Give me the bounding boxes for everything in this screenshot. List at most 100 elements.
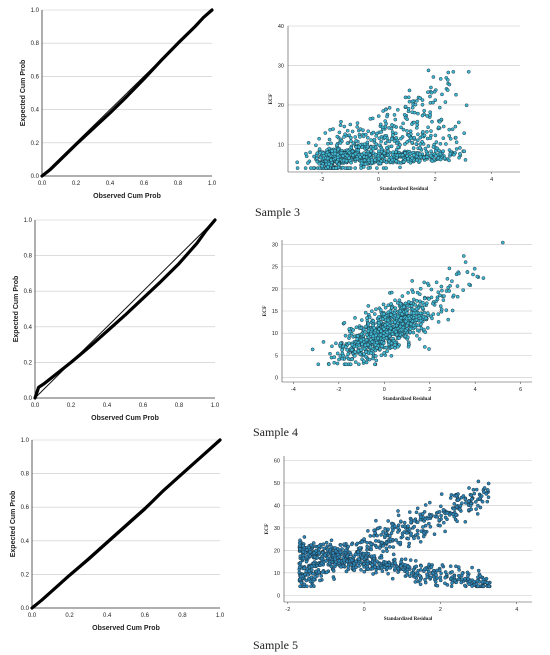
scatter-point	[377, 546, 382, 550]
scatter-point	[373, 158, 377, 162]
x-tick-label: 0.4	[106, 181, 115, 187]
scatter-point	[484, 576, 489, 581]
scatter-point	[445, 583, 450, 587]
scatter-point	[298, 584, 302, 589]
scatter-point	[431, 145, 436, 149]
scatter-point	[425, 326, 430, 330]
scatter-point	[444, 142, 448, 146]
scatter-point	[408, 574, 412, 579]
scatter-point	[403, 557, 408, 562]
scatter-point	[336, 147, 340, 152]
scatter-point	[357, 557, 361, 561]
x-tick-label: 2	[428, 387, 431, 393]
scatter-point	[463, 260, 468, 264]
scatter-point	[325, 156, 330, 161]
scatter-point	[396, 344, 400, 349]
scatter-point	[330, 344, 334, 349]
scatter-point	[427, 297, 431, 301]
y-tick-label: 1.0	[31, 8, 40, 14]
pp-plot-sample-4: 0.0 0.2 0.4 0.6 0.8 1.0 0.0 0.2 0.4 0.6 0.8 1.0 Obse…	[0, 213, 225, 423]
scatter-point	[384, 160, 389, 165]
y-tick-label: 20	[278, 103, 284, 109]
scatter-point	[394, 332, 399, 337]
y-tick-label: 0.4	[31, 108, 40, 114]
scatter-point	[389, 155, 394, 160]
scatter-point	[372, 312, 377, 316]
scatter-point	[338, 123, 343, 128]
scatter-point	[418, 152, 422, 157]
scatter-point	[445, 511, 450, 515]
scatter-point	[374, 134, 379, 138]
scatter-point	[409, 520, 413, 525]
y-tick-label: 40	[274, 503, 280, 509]
scatter-point	[453, 135, 458, 140]
scatter-point	[382, 151, 387, 155]
scatter-point	[454, 564, 458, 569]
y-axis-label: ECF	[264, 523, 270, 535]
scatter-point	[379, 555, 384, 560]
scatter-point	[426, 90, 430, 95]
scatter-point	[374, 518, 378, 523]
scatter-point	[329, 564, 334, 569]
scatter-point	[405, 129, 409, 133]
scatter-point	[476, 584, 480, 589]
scatter-point	[375, 166, 379, 170]
scatter-point	[363, 162, 368, 166]
scatter-point	[383, 119, 388, 123]
scatter-point	[390, 345, 395, 349]
scatter-point	[400, 321, 405, 326]
scatter-point	[327, 152, 331, 157]
scatter-point	[475, 512, 480, 516]
scatter-point	[373, 531, 378, 535]
scatter-point	[380, 317, 385, 321]
scatter-point	[418, 158, 422, 163]
scatter-point	[469, 497, 474, 501]
scatter-point	[461, 254, 466, 258]
scatter-point	[299, 580, 304, 585]
scatter-point	[372, 554, 377, 558]
scatter-point	[362, 537, 366, 541]
x-tick-label: 0	[363, 607, 366, 613]
scatter-point	[306, 140, 311, 145]
scatter-point	[460, 571, 465, 576]
scatter-point	[329, 141, 333, 146]
scatter-point	[350, 357, 354, 362]
scatter-point	[468, 503, 473, 508]
scatter-point	[383, 305, 388, 310]
scatter-point	[463, 576, 467, 581]
scatter-point	[450, 308, 455, 313]
scatter-point	[428, 136, 433, 141]
scatter-point	[449, 493, 454, 497]
scatter-point	[360, 555, 364, 560]
scatter-point	[298, 574, 303, 579]
scatter-point	[317, 147, 322, 151]
scatter-point	[437, 518, 442, 522]
scatter-point	[385, 322, 390, 326]
scatter-point	[438, 578, 443, 583]
scatter-point	[365, 144, 370, 149]
scatter-point	[353, 135, 358, 139]
scatter-point	[415, 520, 420, 525]
scatter-point	[389, 305, 394, 310]
scatter-point	[311, 166, 316, 170]
scatter-point	[429, 149, 433, 154]
scatter-point	[304, 559, 309, 564]
scatter-point	[404, 311, 409, 316]
scatter-point	[374, 570, 378, 575]
scatter-point	[372, 137, 377, 142]
scatter-point	[418, 286, 423, 291]
scatter-point	[418, 578, 422, 583]
scatter-point	[359, 332, 364, 337]
scatter-point	[439, 492, 444, 496]
scatter-point	[360, 342, 364, 346]
scatter-point	[385, 349, 390, 354]
scatter-point	[362, 142, 367, 147]
scatter-point	[454, 140, 459, 145]
scatter-point	[386, 149, 391, 154]
scatter-point	[439, 571, 443, 576]
scatter-point	[426, 68, 431, 73]
scatter-point	[357, 564, 361, 568]
scatter-point	[438, 152, 443, 156]
scatter-point	[427, 562, 431, 567]
scatter-point	[322, 546, 327, 551]
